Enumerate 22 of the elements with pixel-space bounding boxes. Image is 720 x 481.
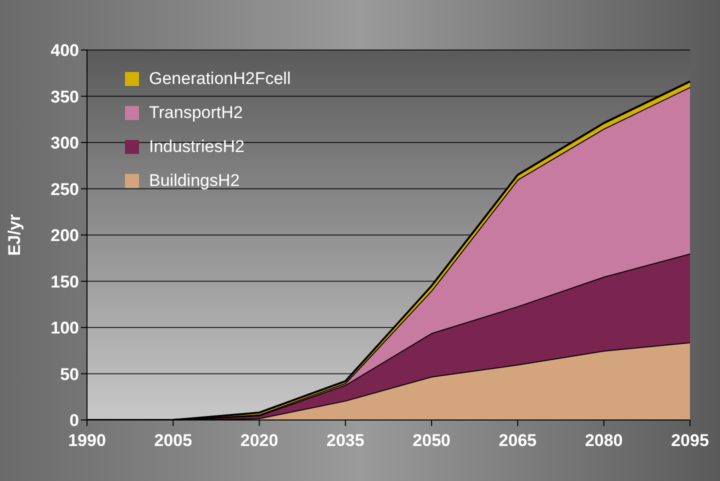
x-tick-label: 2065 [498,431,537,450]
y-tick-label: 100 [50,318,79,338]
x-tick-label: 2080 [584,431,623,450]
x-tick-label: 2095 [671,431,709,450]
y-tick-label: 350 [50,87,79,106]
y-tick-label: 150 [50,272,79,292]
y-tick-label: 250 [50,180,79,199]
y-axis-title: EJ/yr [5,214,24,256]
y-tick-label: 50 [60,364,79,384]
legend-label: IndustriesH2 [149,137,244,157]
x-tick-label: 1990 [68,431,106,450]
y-tick-label: 200 [50,226,79,246]
y-tick-label: 0 [70,411,79,430]
y-tick-label: 300 [50,134,79,153]
x-tick-label: 2020 [240,431,278,450]
x-tick-label: 2005 [154,431,192,450]
x-tick-label: 2050 [412,431,450,450]
legend-label: GenerationH2Fcell [149,69,291,89]
x-tick-label: 2035 [326,431,364,450]
y-tick-label: 400 [50,41,79,60]
legend-label: TransportH2 [149,103,243,123]
legend-label: BuildingsH2 [149,171,240,191]
